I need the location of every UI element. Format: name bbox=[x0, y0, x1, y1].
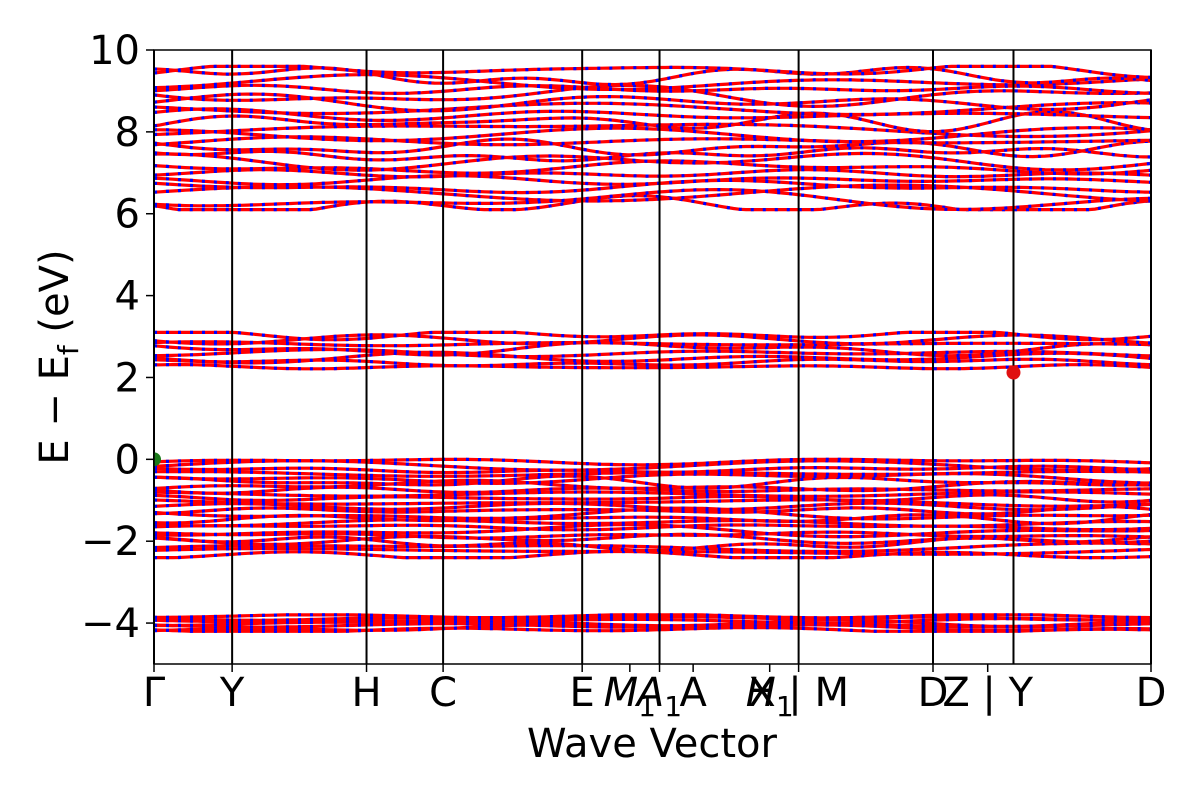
y-tick-label: 0 bbox=[115, 437, 140, 483]
band-line bbox=[154, 151, 1151, 172]
x-tick-label: Y bbox=[219, 670, 245, 716]
x-tick-label: Γ bbox=[143, 670, 166, 716]
band-line bbox=[154, 83, 1151, 96]
plot-frame bbox=[153, 49, 1152, 665]
x-tick-label: C bbox=[429, 670, 457, 716]
x-tick-label: M1 bbox=[604, 670, 656, 723]
band-line bbox=[154, 615, 1151, 622]
x-tick-label: X | M bbox=[748, 670, 849, 716]
y-tick-label: 8 bbox=[115, 110, 140, 156]
y-tick-label: 6 bbox=[115, 192, 140, 238]
y-tick-label: −2 bbox=[81, 519, 140, 565]
band-line bbox=[154, 501, 1151, 512]
band-line bbox=[154, 107, 1151, 122]
y-axis-label-sub: f bbox=[52, 344, 85, 355]
y-tick-label: 2 bbox=[115, 355, 140, 401]
x-tick-label: E bbox=[570, 670, 595, 716]
x-tick-label: H bbox=[351, 670, 381, 716]
band-line bbox=[154, 109, 1151, 134]
band-line bbox=[154, 523, 1151, 539]
band-line-dash bbox=[154, 546, 1151, 556]
band-line bbox=[154, 530, 1151, 540]
x-tick-label: D bbox=[918, 670, 949, 716]
band-line bbox=[154, 340, 1151, 348]
band-line bbox=[154, 137, 1151, 159]
band-line bbox=[154, 83, 1151, 109]
x-tick-label: D bbox=[1136, 670, 1167, 716]
band-line bbox=[154, 490, 1151, 498]
band-line bbox=[154, 505, 1151, 516]
band-line bbox=[154, 188, 1151, 211]
x-axis-label: Wave Vector bbox=[527, 721, 778, 767]
band-line bbox=[154, 73, 1151, 91]
y-tick-label: 4 bbox=[115, 274, 140, 320]
band-line bbox=[154, 541, 1151, 554]
band-line bbox=[154, 474, 1151, 490]
band-line bbox=[154, 498, 1151, 508]
band-line bbox=[154, 350, 1151, 365]
y-tick-label: −4 bbox=[81, 601, 140, 647]
y-tick-label: 10 bbox=[89, 28, 140, 74]
x-tick-label: A1 bbox=[634, 670, 682, 723]
band-line bbox=[154, 613, 1151, 620]
band-line bbox=[154, 493, 1151, 504]
band-line bbox=[154, 330, 1151, 342]
x-tick-label: A bbox=[679, 670, 707, 716]
vbm-marker bbox=[154, 452, 161, 467]
cbm-marker bbox=[1006, 365, 1021, 380]
band-line bbox=[154, 362, 1151, 371]
y-axis-ticks: 10 8 6 4 2 0 −2 −4 bbox=[81, 28, 154, 647]
band-line bbox=[154, 135, 1151, 147]
band-line bbox=[154, 126, 1151, 144]
band-line bbox=[154, 457, 1151, 467]
y-axis-label: E − Ef (eV) bbox=[32, 249, 85, 464]
x-tick-label: Z | Y bbox=[942, 670, 1033, 716]
band-line bbox=[154, 168, 1151, 179]
band-line bbox=[154, 518, 1151, 528]
extrema-markers bbox=[154, 365, 1021, 467]
y-axis-label-main: E − E bbox=[32, 355, 78, 465]
band-line bbox=[154, 92, 1151, 113]
band-line bbox=[154, 173, 1151, 187]
x-tick-label: H1 bbox=[746, 670, 794, 723]
y-axis-label-unit: (eV) bbox=[32, 249, 78, 345]
band-lines bbox=[154, 64, 1151, 633]
band-line bbox=[154, 64, 1151, 79]
band-line bbox=[154, 101, 1151, 117]
